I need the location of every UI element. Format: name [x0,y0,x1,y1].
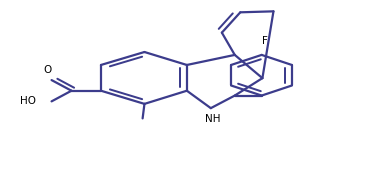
Text: O: O [43,65,51,75]
Text: NH: NH [205,114,221,124]
Text: HO: HO [20,96,36,106]
Text: F: F [262,36,268,46]
